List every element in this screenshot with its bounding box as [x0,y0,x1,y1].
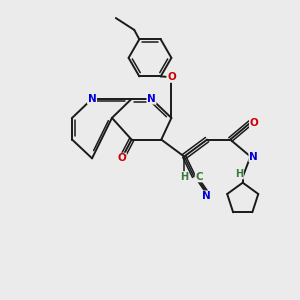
Text: O: O [167,72,176,82]
Text: H: H [235,169,243,179]
Text: N: N [88,94,96,104]
Text: N: N [202,191,211,201]
Text: C: C [196,172,203,182]
Text: N: N [147,94,156,104]
Text: O: O [117,153,126,163]
Text: N: N [249,152,258,161]
Text: O: O [250,118,258,128]
Text: H: H [180,172,188,182]
